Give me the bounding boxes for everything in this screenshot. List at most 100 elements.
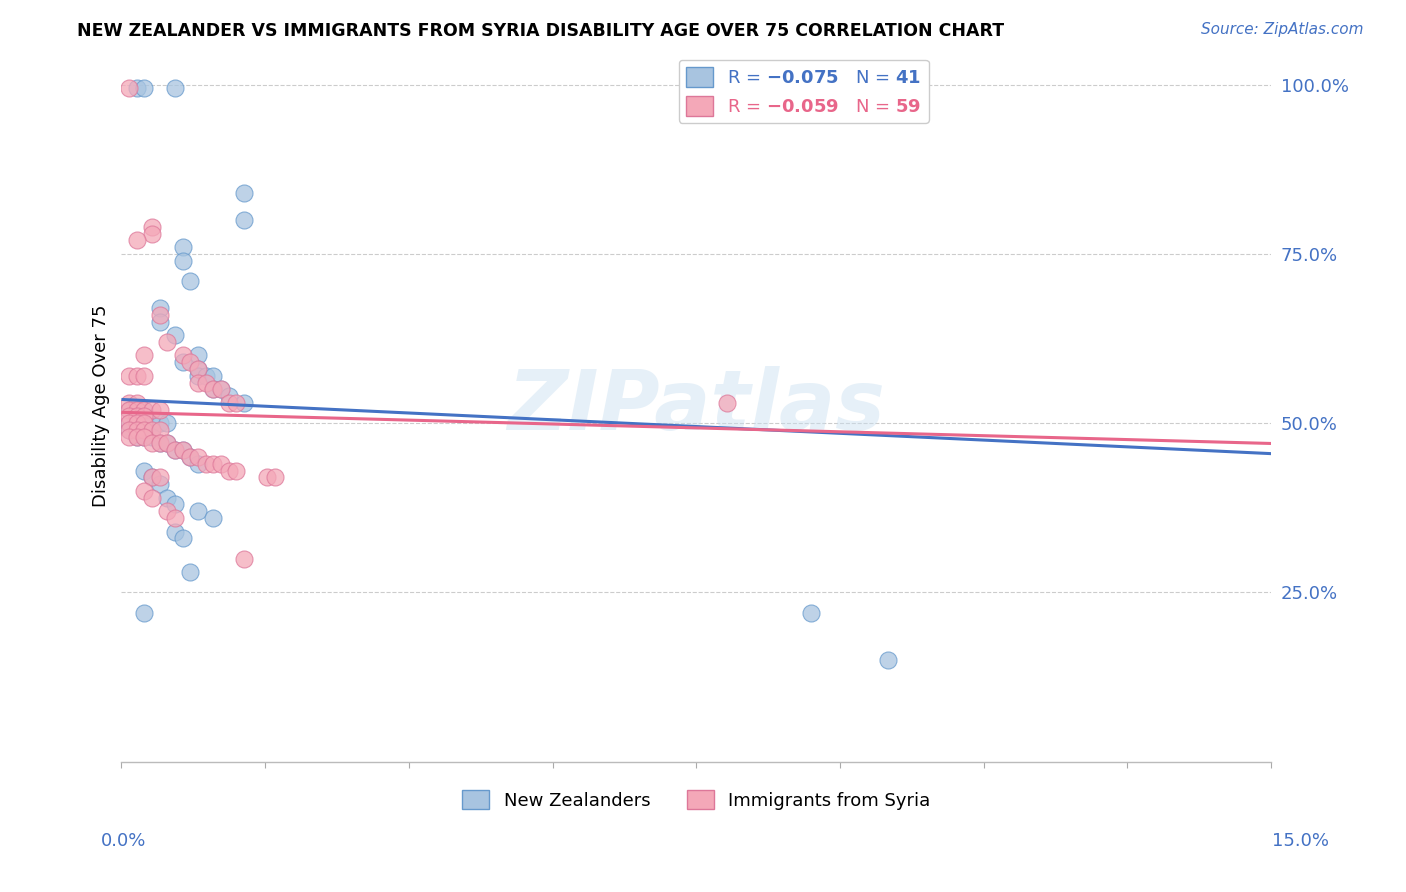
Text: ZIPatlas: ZIPatlas [508,366,886,447]
Point [156,491,179,505]
Point [134,368,156,383]
Point [202,368,225,383]
Point [156,416,179,430]
Point [149,402,172,417]
Point [202,382,225,396]
Point [233,186,256,200]
Point [125,81,148,95]
Point [134,430,156,444]
Point [125,430,148,444]
Point [118,423,141,437]
Point [165,443,187,458]
Point [156,334,179,349]
Legend: New Zealanders, Immigrants from Syria: New Zealanders, Immigrants from Syria [456,782,938,817]
Point [141,402,163,417]
Point [125,409,148,424]
Point [134,402,156,417]
Point [141,423,163,437]
Point [172,531,194,545]
Point [149,308,172,322]
Point [118,368,141,383]
Point [187,368,209,383]
Point [218,396,240,410]
Point [256,470,278,484]
Point [209,457,232,471]
Point [172,348,194,362]
Text: 15.0%: 15.0% [1271,831,1329,849]
Point [156,436,179,450]
Point [165,497,187,511]
Point [125,416,148,430]
Point [134,416,156,430]
Point [225,396,247,410]
Point [179,274,201,288]
Point [716,396,738,410]
Point [134,606,156,620]
Point [179,355,201,369]
Point [187,362,209,376]
Text: NEW ZEALANDER VS IMMIGRANTS FROM SYRIA DISABILITY AGE OVER 75 CORRELATION CHART: NEW ZEALANDER VS IMMIGRANTS FROM SYRIA D… [77,22,1004,40]
Point [179,565,201,579]
Point [118,430,141,444]
Point [233,551,256,566]
Point [141,227,163,241]
Point [165,524,187,539]
Point [165,511,187,525]
Point [149,416,172,430]
Point [156,504,179,518]
Point [172,253,194,268]
Point [125,423,148,437]
Point [187,450,209,464]
Point [194,376,217,390]
Point [172,443,194,458]
Point [149,477,172,491]
Point [165,443,187,458]
Point [141,491,163,505]
Point [141,219,163,234]
Point [179,450,201,464]
Point [134,464,156,478]
Point [134,416,156,430]
Point [149,436,172,450]
Point [202,457,225,471]
Point [876,653,898,667]
Point [125,396,148,410]
Point [134,81,156,95]
Point [141,416,163,430]
Point [141,430,163,444]
Point [218,464,240,478]
Point [125,368,148,383]
Point [118,402,141,417]
Point [125,233,148,247]
Point [187,457,209,471]
Point [187,362,209,376]
Point [194,457,217,471]
Point [218,389,240,403]
Point [118,423,141,437]
Point [134,409,156,424]
Point [149,301,172,315]
Point [118,416,141,430]
Point [134,402,156,417]
Point [125,402,148,417]
Point [156,436,179,450]
Point [233,213,256,227]
Point [165,328,187,343]
Point [125,402,148,417]
Point [118,402,141,417]
Point [141,470,163,484]
Point [134,348,156,362]
Point [172,443,194,458]
Point [172,240,194,254]
Point [209,382,232,396]
Point [149,423,172,437]
Point [202,382,225,396]
Point [233,396,256,410]
Point [118,396,141,410]
Point [800,606,823,620]
Point [141,436,163,450]
Point [118,416,141,430]
Point [165,81,187,95]
Point [118,409,141,424]
Point [134,423,156,437]
